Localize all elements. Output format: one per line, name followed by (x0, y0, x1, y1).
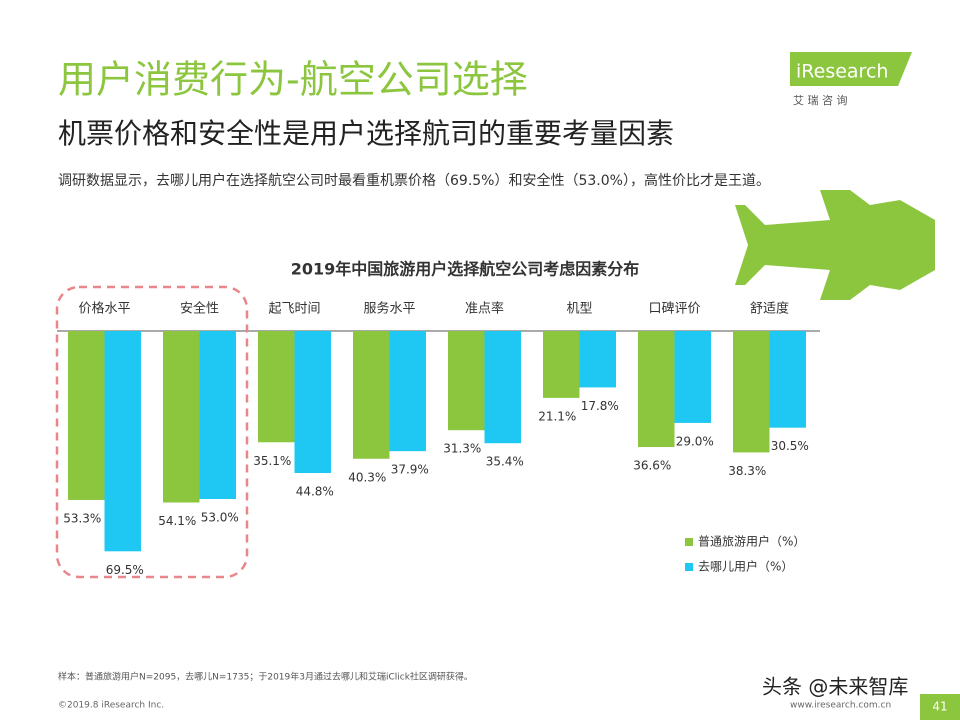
airplane-icon (735, 190, 935, 300)
value-label: 21.1% (538, 409, 576, 423)
bar (674, 331, 711, 423)
bar (769, 331, 806, 428)
value-label: 40.3% (348, 470, 386, 484)
page-number: 41 (932, 700, 947, 714)
legend-label: 去哪儿用户（%） (698, 559, 793, 574)
value-label: 35.1% (253, 454, 291, 468)
chart: 价格水平 53.3% 69.5% 安全性 54.1% 53.0% 起飞时间 35.1% 44.8… (63, 301, 809, 577)
value-label: 53.3% (63, 511, 101, 525)
value-label: 17.8% (581, 399, 619, 413)
watermark: 头条 @未来智库 (762, 675, 908, 699)
value-label: 35.4% (486, 455, 524, 469)
bar (579, 331, 616, 388)
value-label: 54.1% (158, 514, 196, 528)
value-label: 44.8% (296, 485, 334, 499)
website: www.iresearch.com.cn (790, 701, 891, 711)
value-label: 36.6% (633, 459, 671, 473)
slide-subtitle: 机票价格和安全性是用户选择航司的重要考量因素 (58, 117, 674, 150)
bar (389, 331, 426, 452)
legend-swatch (685, 538, 693, 546)
bar (484, 331, 521, 444)
bar (294, 331, 331, 474)
bar (448, 331, 485, 431)
legend-label: 普通旅游用户（%） (698, 534, 805, 549)
value-label: 37.9% (391, 463, 429, 477)
page-badge (920, 694, 960, 720)
category-label: 舒适度 (750, 301, 789, 317)
description: 调研数据显示，去哪儿用户在选择航空公司时最看重机票价格（69.5%）和安全性（5… (58, 172, 770, 189)
bar (638, 331, 675, 448)
category-label: 口碑评价 (648, 301, 700, 317)
logo-name: iResearch (796, 61, 888, 83)
category-label: 机型 (566, 302, 592, 317)
value-label: 69.5% (106, 563, 144, 577)
bar (543, 331, 580, 398)
footnote: 样本：普通旅游用户N=2095，去哪儿N=1735；于2019年3月通过去哪儿和… (58, 671, 473, 683)
bar (733, 331, 770, 453)
value-label: 53.0% (201, 511, 239, 525)
copyright: ©2019.8 iResearch Inc. (58, 701, 164, 711)
bar (104, 331, 141, 552)
category-label: 安全性 (180, 301, 219, 317)
category-label: 准点率 (465, 301, 504, 317)
value-label: 31.3% (443, 442, 481, 456)
category-label: 价格水平 (78, 301, 130, 317)
value-label: 29.0% (676, 434, 714, 448)
logo-badge (790, 52, 912, 86)
bar (258, 331, 295, 443)
bar (199, 331, 236, 500)
bar (353, 331, 390, 459)
highlight-box (55, 285, 249, 579)
logo-tagline: 艾 瑞 咨 询 (793, 93, 848, 107)
legend-swatch (685, 563, 693, 571)
bar (68, 331, 105, 500)
chart-title: 2019年中国旅游用户选择航空公司考虑因素分布 (291, 260, 640, 279)
bar (163, 331, 200, 503)
category-label: 起飞时间 (268, 302, 320, 317)
category-label: 服务水平 (363, 301, 415, 317)
value-label: 30.5% (771, 439, 809, 453)
slide-title: 用户消费行为-航空公司选择 (58, 58, 528, 102)
value-label: 38.3% (728, 464, 766, 478)
